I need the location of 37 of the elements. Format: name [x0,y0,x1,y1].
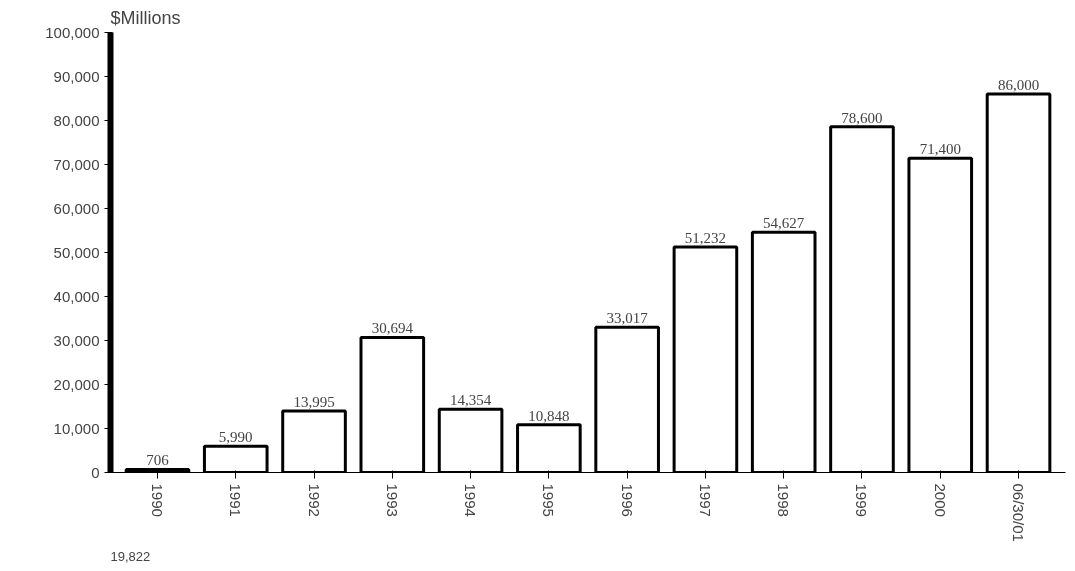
data-label: 33,017 [606,310,649,327]
data-label: 14,354 [449,392,492,409]
data-label: 86,000 [997,77,1040,94]
text: 19,822 [110,548,151,564]
data-label: 71,400 [919,141,961,158]
y-axis-title: $Millions [110,7,181,28]
x-tick-label: 1991 [227,483,245,517]
x-tick-label: 06/30/01 [1010,483,1028,542]
data-label: 78,600 [841,109,883,126]
y-tick-label: 80,000 [53,111,100,129]
x-tick-label: 1993 [383,483,401,517]
data-label: 706 [146,452,170,469]
y-tick-label: 100,000 [45,23,100,41]
x-tick-label: 1990 [148,483,166,517]
x-tick-label: 1995 [540,483,558,517]
y-tick-label: 90,000 [53,67,100,85]
x-tick-label: 1996 [618,483,636,517]
data-label: 5,990 [218,429,253,446]
y-tick-label: 70,000 [53,155,100,173]
x-tick-label: 2000 [931,483,949,517]
x-tick-label: 1998 [775,483,793,517]
y-tick-label: 20,000 [53,375,100,393]
data-label: 10,848 [528,407,570,424]
y-tick-label: 30,000 [53,331,100,349]
y-tick-label: 60,000 [53,199,100,217]
x-tick-label: 1997 [696,483,714,517]
y-tick-label: 10,000 [53,419,100,437]
data-label: 54,627 [763,215,805,232]
x-tick-label: 1992 [305,483,323,517]
y-tick-label: 50,000 [53,243,100,261]
y-tick-label: 0 [91,463,100,481]
x-tick-label: 1999 [853,483,871,517]
x-tick-label: 1994 [462,483,480,517]
data-label: 13,995 [293,393,335,410]
y-tick-label: 40,000 [53,287,100,305]
data-label: 51,232 [684,230,727,247]
data-label: 30,694 [371,320,414,337]
